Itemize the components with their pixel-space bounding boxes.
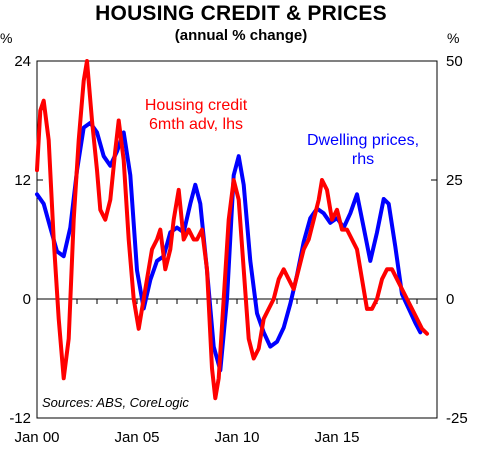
left-y-tick-label: 0: [23, 291, 31, 308]
left-y-tick-label: -12: [9, 410, 31, 427]
x-tick-label: Jan 05: [114, 429, 159, 446]
annotations: Housing credit 6mth adv, lhs Dwelling pric…: [42, 97, 419, 410]
left-y-tick-label: 12: [14, 172, 31, 189]
tick-labels: -12 0 12 24 -25 0 25 50 Jan 00 Jan 05 Jan 10 Jan 15: [9, 53, 467, 446]
right-axis-unit: %: [447, 30, 460, 46]
x-tick-label: Jan 00: [14, 429, 59, 446]
housing-credit-line: [35, 59, 429, 401]
left-axis-unit: %: [0, 30, 13, 46]
right-y-tick-label: -25: [446, 410, 468, 427]
dwelling-prices-line: [35, 120, 423, 373]
dwelling-prices-label: rhs: [352, 151, 374, 168]
left-y-tick-label: 24: [14, 53, 31, 70]
x-tick-label: Jan 15: [314, 429, 359, 446]
dwelling-prices-label: Dwelling prices,: [307, 132, 419, 149]
right-y-tick-label: 25: [446, 172, 463, 189]
chart-subtitle: (annual % change): [174, 27, 308, 44]
sources-note: Sources: ABS, CoreLogic: [42, 395, 189, 410]
housing-credit-label: 6mth adv, lhs: [149, 116, 243, 133]
x-tick-label: Jan 10: [214, 429, 259, 446]
right-y-tick-label: 0: [446, 291, 454, 308]
chart-title: HOUSING CREDIT & PRICES: [95, 2, 387, 25]
housing-credit-label: Housing credit: [145, 97, 248, 114]
series-lines: [35, 59, 429, 401]
right-y-tick-label: 50: [446, 53, 463, 70]
plot-frame: [36, 60, 438, 419]
